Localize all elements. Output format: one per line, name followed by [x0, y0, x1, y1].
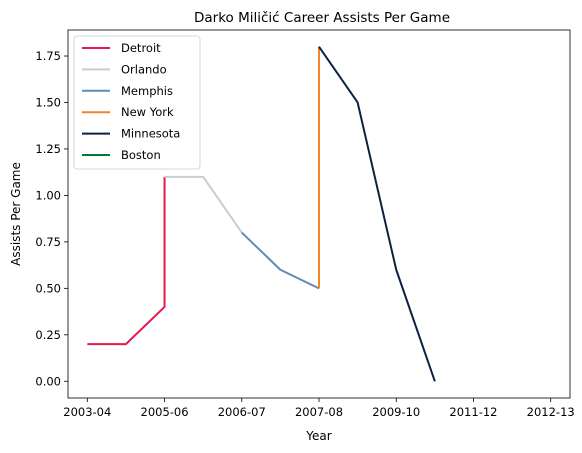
y-tick-label: 1.00: [35, 188, 61, 202]
x-tick-label: 2003-04: [63, 405, 111, 419]
y-tick-label: 1.25: [35, 142, 61, 156]
x-tick-label: 2005-06: [141, 405, 189, 419]
x-tick-label: 2006-07: [218, 405, 266, 419]
chart-title: Darko Miličić Career Assists Per Game: [194, 10, 450, 26]
series-line-1: [164, 175, 243, 234]
series-line-0: [87, 176, 166, 346]
legend-label-5: Boston: [121, 148, 161, 162]
x-tick-label: 2012-13: [527, 405, 575, 419]
y-axis-label: Assists Per Game: [9, 162, 23, 266]
y-tick-label: 0.50: [35, 281, 61, 295]
y-tick-label: 0.25: [35, 328, 61, 342]
legend-label-3: New York: [121, 105, 174, 119]
legend-label-0: Detroit: [121, 41, 161, 55]
x-tick-label: 2009-10: [372, 405, 420, 419]
legend-label-1: Orlando: [121, 62, 167, 76]
series-line-4: [318, 46, 436, 382]
series-line-2: [241, 231, 320, 290]
x-tick-label: 2007-08: [295, 405, 343, 419]
x-tick-label: 2011-12: [449, 405, 497, 419]
y-axis: 0.00 0.25 0.50 0.75 1.00 1.25 1.50 1.75: [35, 49, 68, 388]
y-tick-label: 1.50: [35, 95, 61, 109]
y-tick-label: 0.75: [35, 235, 61, 249]
legend-label-2: Memphis: [121, 84, 173, 98]
x-axis: 2003-04 2005-06 2006-07 2007-08 2009-10 2011-…: [63, 398, 575, 419]
legend-label-4: Minnesota: [121, 127, 180, 141]
x-axis-label: Year: [305, 429, 331, 443]
y-tick-label: 0.00: [35, 374, 61, 388]
legend: Detroit Orlando Memphis New York Minnesota Bo…: [73, 35, 201, 170]
plot-lines: [87, 46, 436, 382]
y-tick-label: 1.75: [35, 49, 61, 63]
